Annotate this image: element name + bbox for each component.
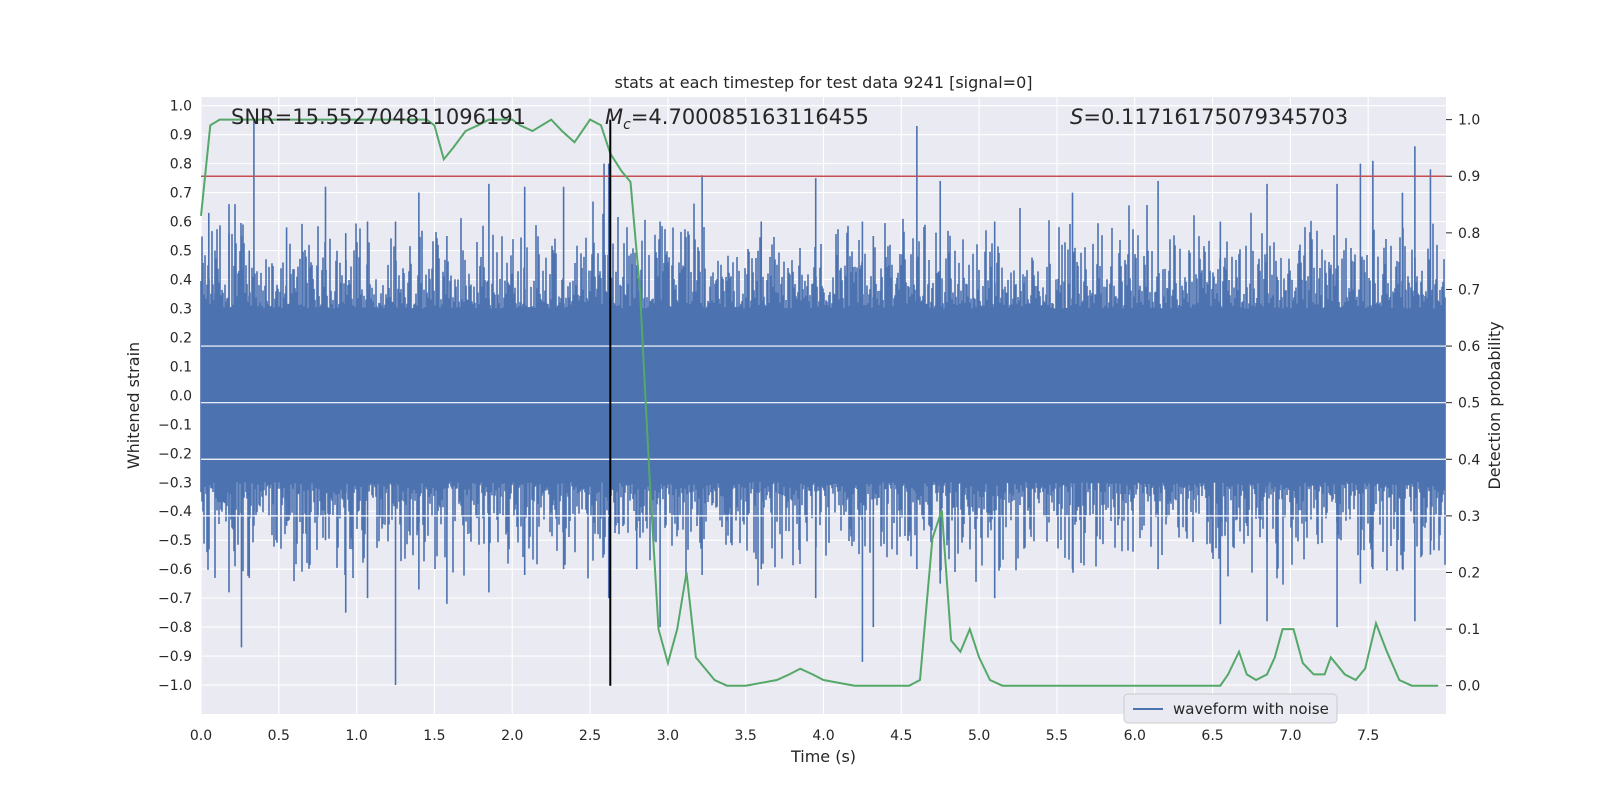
- y-left-tick-label: −0.7: [158, 591, 192, 607]
- chirp-mass-annotation: Mc=4.700085163116455: [605, 105, 869, 133]
- y-left-tick-label: −0.2: [158, 446, 192, 462]
- legend-label: waveform with noise: [1173, 700, 1329, 718]
- x-tick-label: 3.0: [657, 728, 679, 744]
- y-right-tick-label: 0.4: [1458, 452, 1480, 468]
- legend-box: [1123, 693, 1338, 724]
- y-left-tick-label: 0.0: [170, 388, 192, 404]
- x-axis-label: Time (s): [790, 747, 856, 766]
- y-left-tick-label: 0.5: [170, 244, 192, 260]
- x-tick-label: 7.5: [1357, 728, 1379, 744]
- y-right-tick-label: 1.0: [1458, 113, 1480, 129]
- y-axis-label-right: Detection probability: [1485, 321, 1504, 489]
- y-left-tick-label: −1.0: [158, 678, 192, 694]
- y-right-tick-label: 0.5: [1458, 396, 1480, 412]
- x-tick-label: 6.0: [1124, 728, 1146, 744]
- s-symbol: S: [1070, 105, 1083, 129]
- x-tick-label: 2.0: [501, 728, 523, 744]
- probability-line: [200, 118, 1439, 687]
- y-left-tick-label: 0.1: [170, 359, 192, 375]
- y-right-tick-label: 0.0: [1458, 679, 1480, 695]
- y-right-tick-label: 0.8: [1458, 226, 1480, 242]
- y-left-tick-label: −0.3: [158, 475, 192, 491]
- y-axis-label-left: Whitened strain: [124, 342, 143, 469]
- y-right-tick-label: 0.7: [1458, 282, 1480, 298]
- x-tick-label: 7.0: [1279, 728, 1301, 744]
- y-left-tick-label: −0.5: [158, 533, 192, 549]
- x-tick-label: 0.5: [268, 728, 290, 744]
- y-left-tick-label: 0.8: [170, 157, 192, 173]
- legend: waveform with noise: [1123, 693, 1338, 724]
- x-tick-label: 4.5: [890, 728, 912, 744]
- y-right-tick-label: 0.9: [1458, 169, 1480, 185]
- x-tick-label: 4.0: [812, 728, 834, 744]
- y-left-tick-label: −0.6: [158, 562, 192, 578]
- chart-title: stats at each timestep for test data 924…: [614, 73, 1032, 92]
- x-tick-label: 1.0: [345, 728, 367, 744]
- x-tick-label: 5.0: [968, 728, 990, 744]
- y-left-tick-label: −0.1: [158, 417, 192, 433]
- overlay-lines: [200, 118, 1446, 687]
- y-left-tick-label: 0.2: [170, 330, 192, 346]
- s-annotation: S=0.11716175079345703: [1070, 105, 1348, 129]
- y-left-tick-label: −0.9: [158, 649, 192, 665]
- x-tick-label: 3.5: [735, 728, 757, 744]
- y-left-tick-label: 0.7: [170, 186, 192, 202]
- y-left-tick-label: 1.0: [170, 99, 192, 115]
- chirp-mass-symbol: M: [605, 105, 623, 129]
- y-left-tick-label: 0.4: [170, 272, 192, 288]
- x-tick-label: 6.5: [1201, 728, 1223, 744]
- chirp-mass-value: =4.700085163116455: [631, 105, 869, 129]
- x-tick-label: 0.0: [190, 728, 212, 744]
- x-tick-label: 2.5: [579, 728, 601, 744]
- y-right-tick-label: 0.1: [1458, 622, 1480, 638]
- y-left-tick-label: 0.9: [170, 128, 192, 144]
- snr-annotation: SNR=15.552704811096191: [231, 105, 526, 129]
- y-left-tick-label: 0.3: [170, 301, 192, 317]
- waveform-noise: [200, 201, 1446, 586]
- y-left-tick-label: −0.4: [158, 504, 192, 520]
- s-value: =0.11716175079345703: [1083, 105, 1348, 129]
- x-tick-label: 1.5: [423, 728, 445, 744]
- y-right-tick-label: 0.6: [1458, 339, 1480, 355]
- chirp-mass-subscript: c: [623, 117, 631, 133]
- x-tick-label: 5.5: [1046, 728, 1068, 744]
- y-right-tick-label: 0.2: [1458, 565, 1480, 581]
- axes: 0.0 0.5 1.0 1.5 2.0 2.5 3.0 3.5 4.0 4.5 5.0 5.5 6.0 6…: [158, 99, 1480, 744]
- y-left-tick-label: −0.8: [158, 620, 192, 636]
- y-left-tick-label: 0.6: [170, 215, 192, 231]
- y-right-tick-label: 0.3: [1458, 509, 1480, 525]
